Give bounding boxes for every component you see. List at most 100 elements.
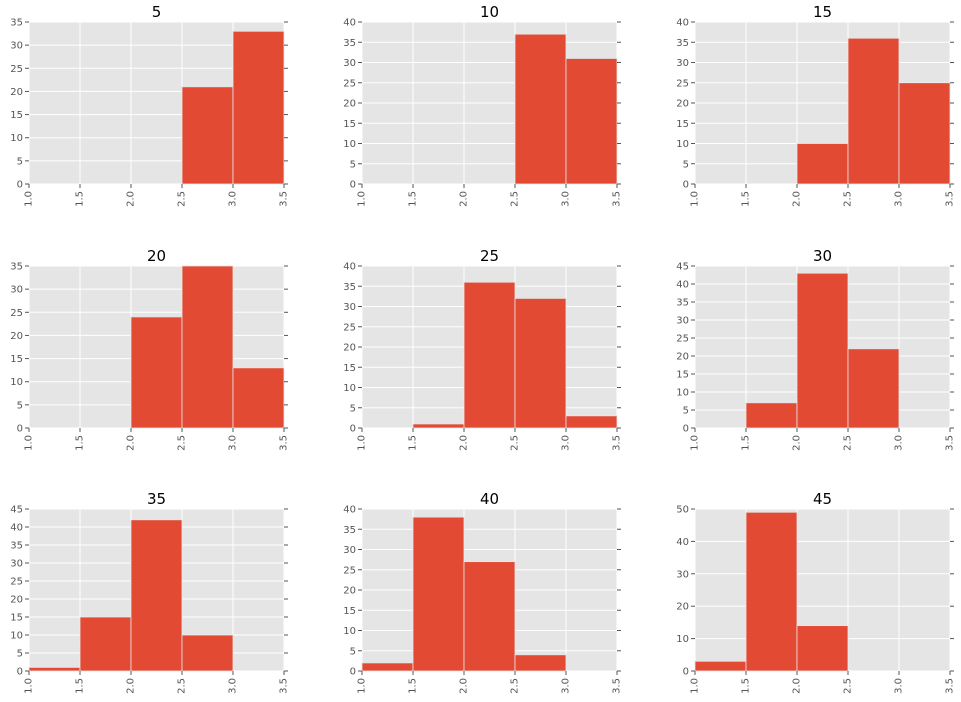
panel-title: 20 [147, 247, 166, 265]
y-tick-label: 20 [10, 87, 23, 98]
y-tick-label: 25 [10, 64, 23, 75]
y-tick-label: 20 [343, 99, 356, 110]
x-tick-label: 1.5 [741, 191, 752, 207]
x-tick-label: 1.0 [24, 435, 35, 451]
panel-title: 40 [480, 490, 499, 508]
histogram-panel: 1.0 1.5 2.0 2.5 3.0 3.5 0 10 20 30 40 50 45 [676, 490, 955, 694]
x-tick-label: 2.5 [177, 191, 188, 207]
x-tick-label: 1.0 [24, 678, 35, 694]
y-tick-label: 0 [350, 180, 356, 191]
x-tick-label: 3.0 [894, 191, 905, 207]
histogram-panel: 1.0 1.5 2.0 2.5 3.0 3.5 0 5 10 15 20 25 30 35 40 45 30 [676, 247, 955, 451]
x-tick-label: 3.0 [561, 191, 572, 207]
y-tick-label: 15 [10, 110, 23, 121]
y-tick-label: 25 [676, 334, 689, 345]
y-tick-label: 15 [676, 370, 689, 381]
x-tick-label: 2.5 [177, 678, 188, 694]
x-tick-label: 2.5 [510, 678, 521, 694]
histogram-panel: 1.0 1.5 2.0 2.5 3.0 3.5 0 5 10 15 20 25 30 35 40 40 [343, 490, 622, 694]
x-tick-label: 2.0 [126, 435, 137, 451]
y-tick-label: 20 [10, 331, 23, 342]
y-tick-label: 25 [343, 565, 356, 576]
y-tick-label: 15 [676, 119, 689, 130]
x-tick-label: 2.0 [792, 678, 803, 694]
x-tick-label: 2.5 [177, 435, 188, 451]
histogram-bar [181, 86, 234, 185]
y-tick-label: 10 [676, 139, 689, 150]
x-tick-label: 3.5 [612, 435, 623, 451]
x-tick-label: 3.5 [612, 191, 623, 207]
y-tick-label: 35 [10, 18, 23, 29]
y-tick-label: 25 [10, 577, 23, 588]
y-tick-label: 35 [676, 298, 689, 309]
y-tick-label: 35 [10, 541, 23, 552]
y-tick-label: 35 [343, 525, 356, 536]
y-tick-label: 20 [343, 586, 356, 597]
x-tick-label: 2.0 [459, 678, 470, 694]
histogram-bar [130, 316, 183, 429]
panel-title: 35 [147, 490, 166, 508]
y-tick-label: 25 [343, 322, 356, 333]
y-tick-label: 35 [676, 38, 689, 49]
histogram-bar [514, 33, 567, 185]
y-tick-label: 30 [676, 316, 689, 327]
y-tick-label: 20 [676, 352, 689, 363]
y-tick-label: 10 [676, 634, 689, 645]
histogram-panel: 1.0 1.5 2.0 2.5 3.0 3.5 0 5 10 15 20 25 30 35 20 [10, 247, 289, 451]
y-tick-label: 25 [676, 78, 689, 89]
x-tick-label: 1.0 [690, 191, 701, 207]
histogram-panel: 1.0 1.5 2.0 2.5 3.0 3.5 0 5 10 15 20 25 30 35 40 25 [343, 247, 622, 451]
panel-title: 45 [813, 490, 832, 508]
y-tick-label: 25 [343, 78, 356, 89]
x-tick-label: 2.0 [792, 191, 803, 207]
y-tick-label: 40 [676, 18, 689, 29]
histogram-bar [565, 415, 618, 429]
y-tick-label: 30 [676, 58, 689, 69]
x-tick-label: 1.5 [741, 435, 752, 451]
y-tick-label: 5 [17, 649, 23, 660]
y-tick-label: 10 [10, 631, 23, 642]
y-tick-label: 35 [343, 282, 356, 293]
y-tick-label: 0 [683, 180, 689, 191]
x-tick-label: 1.5 [408, 435, 419, 451]
histogram-bar [514, 297, 567, 429]
panel-title: 5 [152, 3, 162, 21]
x-tick-label: 1.5 [75, 678, 86, 694]
y-tick-label: 10 [10, 377, 23, 388]
x-tick-label: 3.5 [279, 191, 290, 207]
y-tick-label: 15 [343, 606, 356, 617]
y-tick-label: 40 [343, 262, 356, 273]
y-tick-label: 30 [10, 41, 23, 52]
y-tick-label: 5 [683, 159, 689, 170]
histogram-bar [463, 561, 516, 672]
histogram-bar [565, 58, 618, 185]
x-tick-label: 3.0 [894, 678, 905, 694]
x-tick-label: 3.0 [228, 435, 239, 451]
histogram-bar [847, 37, 900, 185]
y-tick-label: 30 [10, 559, 23, 570]
histogram-panel: 1.0 1.5 2.0 2.5 3.0 3.5 0 5 10 15 20 25 30 35 40 45 35 [10, 490, 289, 694]
histogram-bar [130, 519, 183, 672]
x-tick-label: 3.5 [945, 191, 956, 207]
x-tick-label: 1.0 [357, 678, 368, 694]
y-tick-label: 10 [676, 388, 689, 399]
x-tick-label: 3.0 [894, 435, 905, 451]
y-tick-label: 20 [676, 602, 689, 613]
y-tick-label: 5 [17, 156, 23, 167]
x-tick-label: 2.5 [843, 435, 854, 451]
histogram-bar [796, 143, 849, 185]
y-tick-label: 20 [676, 99, 689, 110]
x-tick-label: 1.0 [24, 191, 35, 207]
y-tick-label: 30 [10, 285, 23, 296]
y-tick-label: 5 [350, 646, 356, 657]
y-tick-label: 5 [17, 400, 23, 411]
y-tick-label: 0 [350, 667, 356, 678]
x-tick-label: 3.5 [279, 678, 290, 694]
y-tick-label: 0 [17, 180, 23, 191]
y-tick-label: 25 [10, 308, 23, 319]
histogram-bar [79, 616, 132, 672]
x-tick-label: 2.5 [843, 191, 854, 207]
y-tick-label: 45 [676, 262, 689, 273]
x-tick-label: 3.5 [612, 678, 623, 694]
